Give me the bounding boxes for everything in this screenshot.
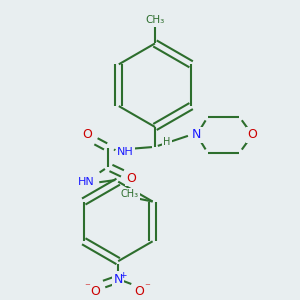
Text: O: O (248, 128, 257, 141)
Text: N: N (192, 128, 201, 141)
Text: H: H (163, 137, 171, 147)
Text: O: O (82, 128, 92, 141)
Text: N: N (113, 273, 123, 286)
Text: ⁻: ⁻ (144, 282, 150, 292)
Text: ⁻: ⁻ (84, 282, 90, 292)
Text: +: + (119, 271, 127, 280)
Text: CH₃: CH₃ (145, 15, 165, 25)
Text: NH: NH (117, 147, 134, 157)
Text: CH₃: CH₃ (121, 189, 139, 199)
Text: HN: HN (78, 177, 95, 187)
Text: O: O (134, 284, 144, 298)
Text: O: O (126, 172, 136, 185)
Text: O: O (90, 284, 100, 298)
